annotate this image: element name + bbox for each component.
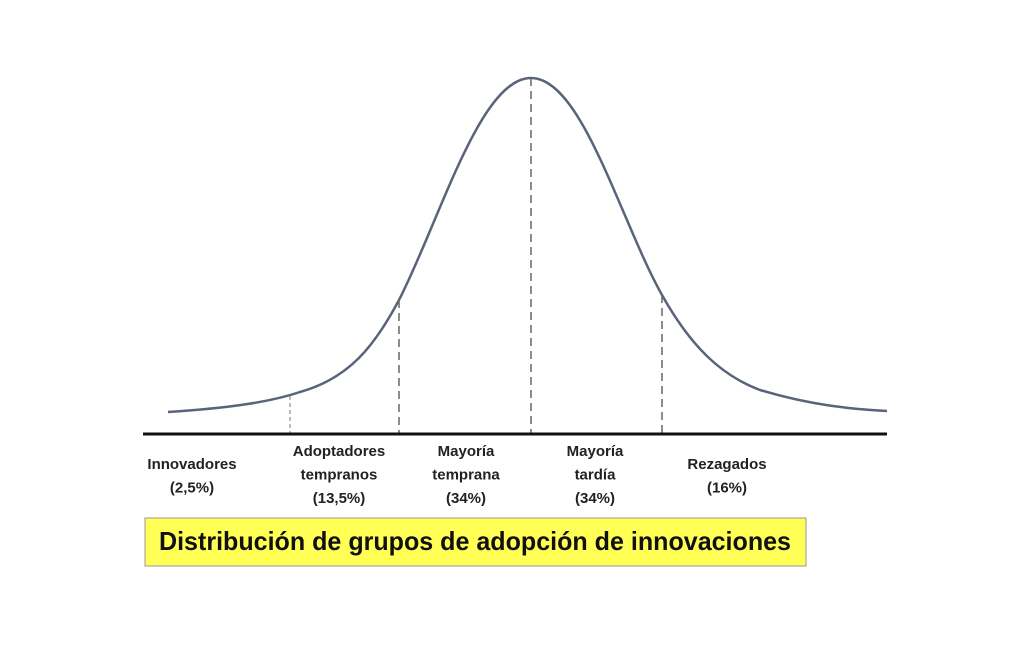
segment-share: (16%): [707, 479, 747, 496]
segment-share: (2,5%): [170, 479, 214, 496]
segment-name: Innovadores: [147, 456, 236, 473]
segment-name: Adoptadores: [293, 443, 386, 460]
segment-share: (34%): [575, 490, 615, 507]
segment-share: (13,5%): [313, 490, 366, 507]
segment-name: Mayoría: [567, 443, 624, 460]
title: Distribución de grupos de adopción de in…: [159, 526, 791, 556]
segment-name: tardía: [575, 466, 617, 483]
segment-share: (34%): [446, 490, 486, 507]
segment-labels: Innovadores (2,5%) Adoptadores tempranos (13…: [147, 443, 766, 507]
segment-name: Mayoría: [438, 443, 495, 460]
segment-name: temprana: [432, 466, 500, 483]
bell-curve: [167, 76, 888, 414]
segment-name: tempranos: [301, 466, 378, 483]
segment-name: Rezagados: [687, 456, 766, 473]
title-box: [144, 517, 807, 567]
